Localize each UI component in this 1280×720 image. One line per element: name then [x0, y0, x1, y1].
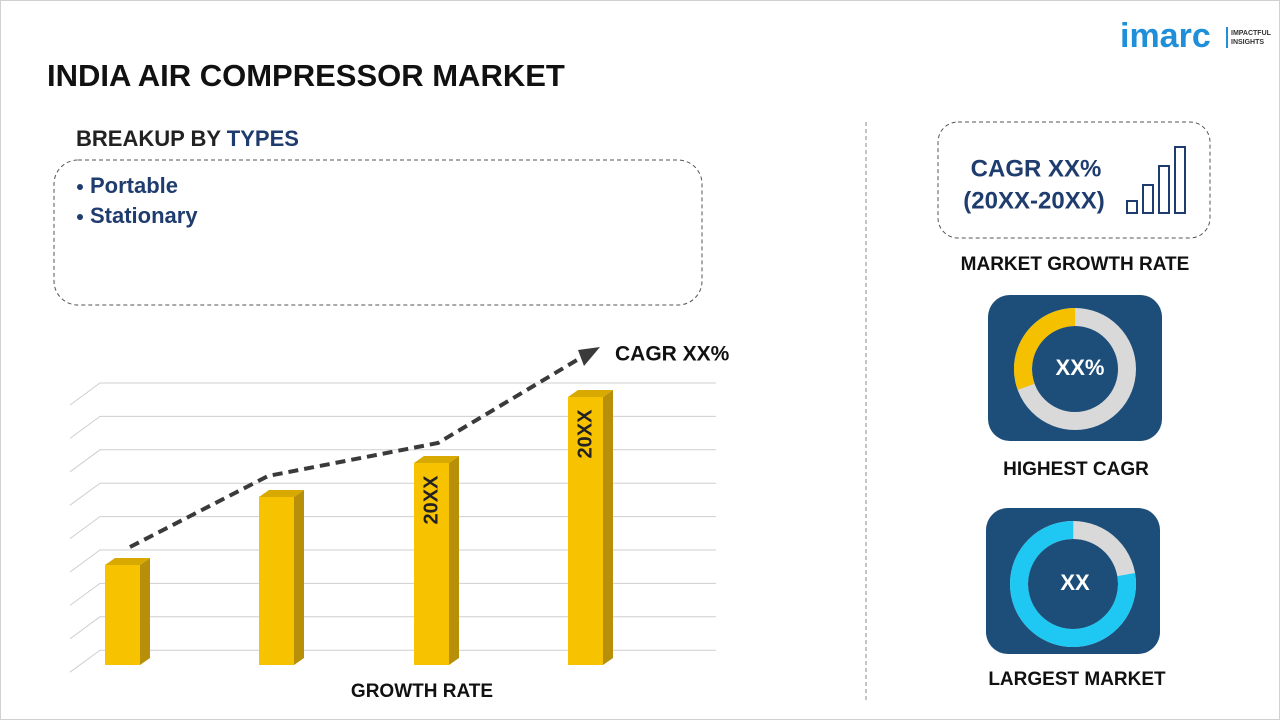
bar-top	[259, 490, 304, 497]
card-caption: LARGEST MARKET	[988, 669, 1166, 690]
chart-grid	[69, 382, 716, 673]
breakup-item: Portable	[90, 173, 178, 198]
icon-bar	[1158, 165, 1170, 214]
heading-highlight: TYPES	[227, 126, 299, 151]
trend-label: CAGR XX%	[615, 343, 730, 366]
bar	[105, 565, 140, 665]
logo: imarc IMPACTFUL INSIGHTS	[1120, 17, 1272, 55]
arrow-head	[578, 347, 600, 366]
icon-bar	[1174, 146, 1186, 214]
grid-line	[69, 482, 716, 506]
grid-line	[69, 449, 716, 473]
bar-side	[294, 490, 304, 665]
bullet	[77, 214, 83, 220]
card-caption: MARKET GROWTH RATE	[961, 254, 1190, 275]
bar	[414, 463, 449, 665]
bar	[259, 497, 294, 665]
grid-line	[69, 549, 716, 573]
grid-line	[69, 516, 716, 540]
bar	[568, 397, 603, 665]
bar-top	[414, 456, 459, 463]
logo-tagline: INSIGHTS	[1231, 39, 1264, 46]
breakup-item: Stationary	[90, 203, 198, 228]
grid-line	[69, 649, 716, 673]
section-heading: BREAKUP BY TYPES	[76, 126, 299, 151]
bullet	[77, 184, 83, 190]
logo-tagline: IMPACTFUL	[1231, 30, 1272, 37]
bar-side	[603, 390, 613, 665]
bar-label: 20XX	[574, 409, 596, 459]
card-value: XX	[1060, 570, 1090, 595]
card-value: XX%	[1056, 355, 1105, 380]
donut-arc	[1010, 521, 1136, 647]
icon-bar	[1142, 184, 1154, 214]
bar-side	[140, 558, 150, 665]
grid-line	[69, 415, 716, 439]
grid-line	[69, 582, 716, 606]
trend-arrow	[129, 355, 584, 549]
icon-bar	[1126, 200, 1138, 214]
donut-arc	[1013, 308, 1136, 430]
grid-line	[69, 616, 716, 640]
cagr-box	[937, 121, 1211, 239]
breakup-box	[53, 159, 703, 306]
grid-line	[69, 382, 716, 406]
card-value: CAGR XX%	[971, 155, 1102, 182]
page-title: INDIA AIR COMPRESSOR MARKET	[47, 58, 565, 93]
heading-label: BREAKUP BY	[76, 126, 221, 151]
card-period: (20XX-20XX)	[963, 187, 1104, 214]
chart-caption: GROWTH RATE	[351, 681, 493, 702]
bar-label: 20XX	[420, 475, 442, 525]
bar-top	[568, 390, 613, 397]
chart-bars	[105, 390, 613, 665]
bar-icon	[1126, 146, 1186, 214]
logo-brand: imarc	[1120, 17, 1211, 55]
bar-side	[449, 456, 459, 665]
bar-top	[105, 558, 150, 565]
card-caption: HIGHEST CAGR	[1003, 459, 1149, 480]
